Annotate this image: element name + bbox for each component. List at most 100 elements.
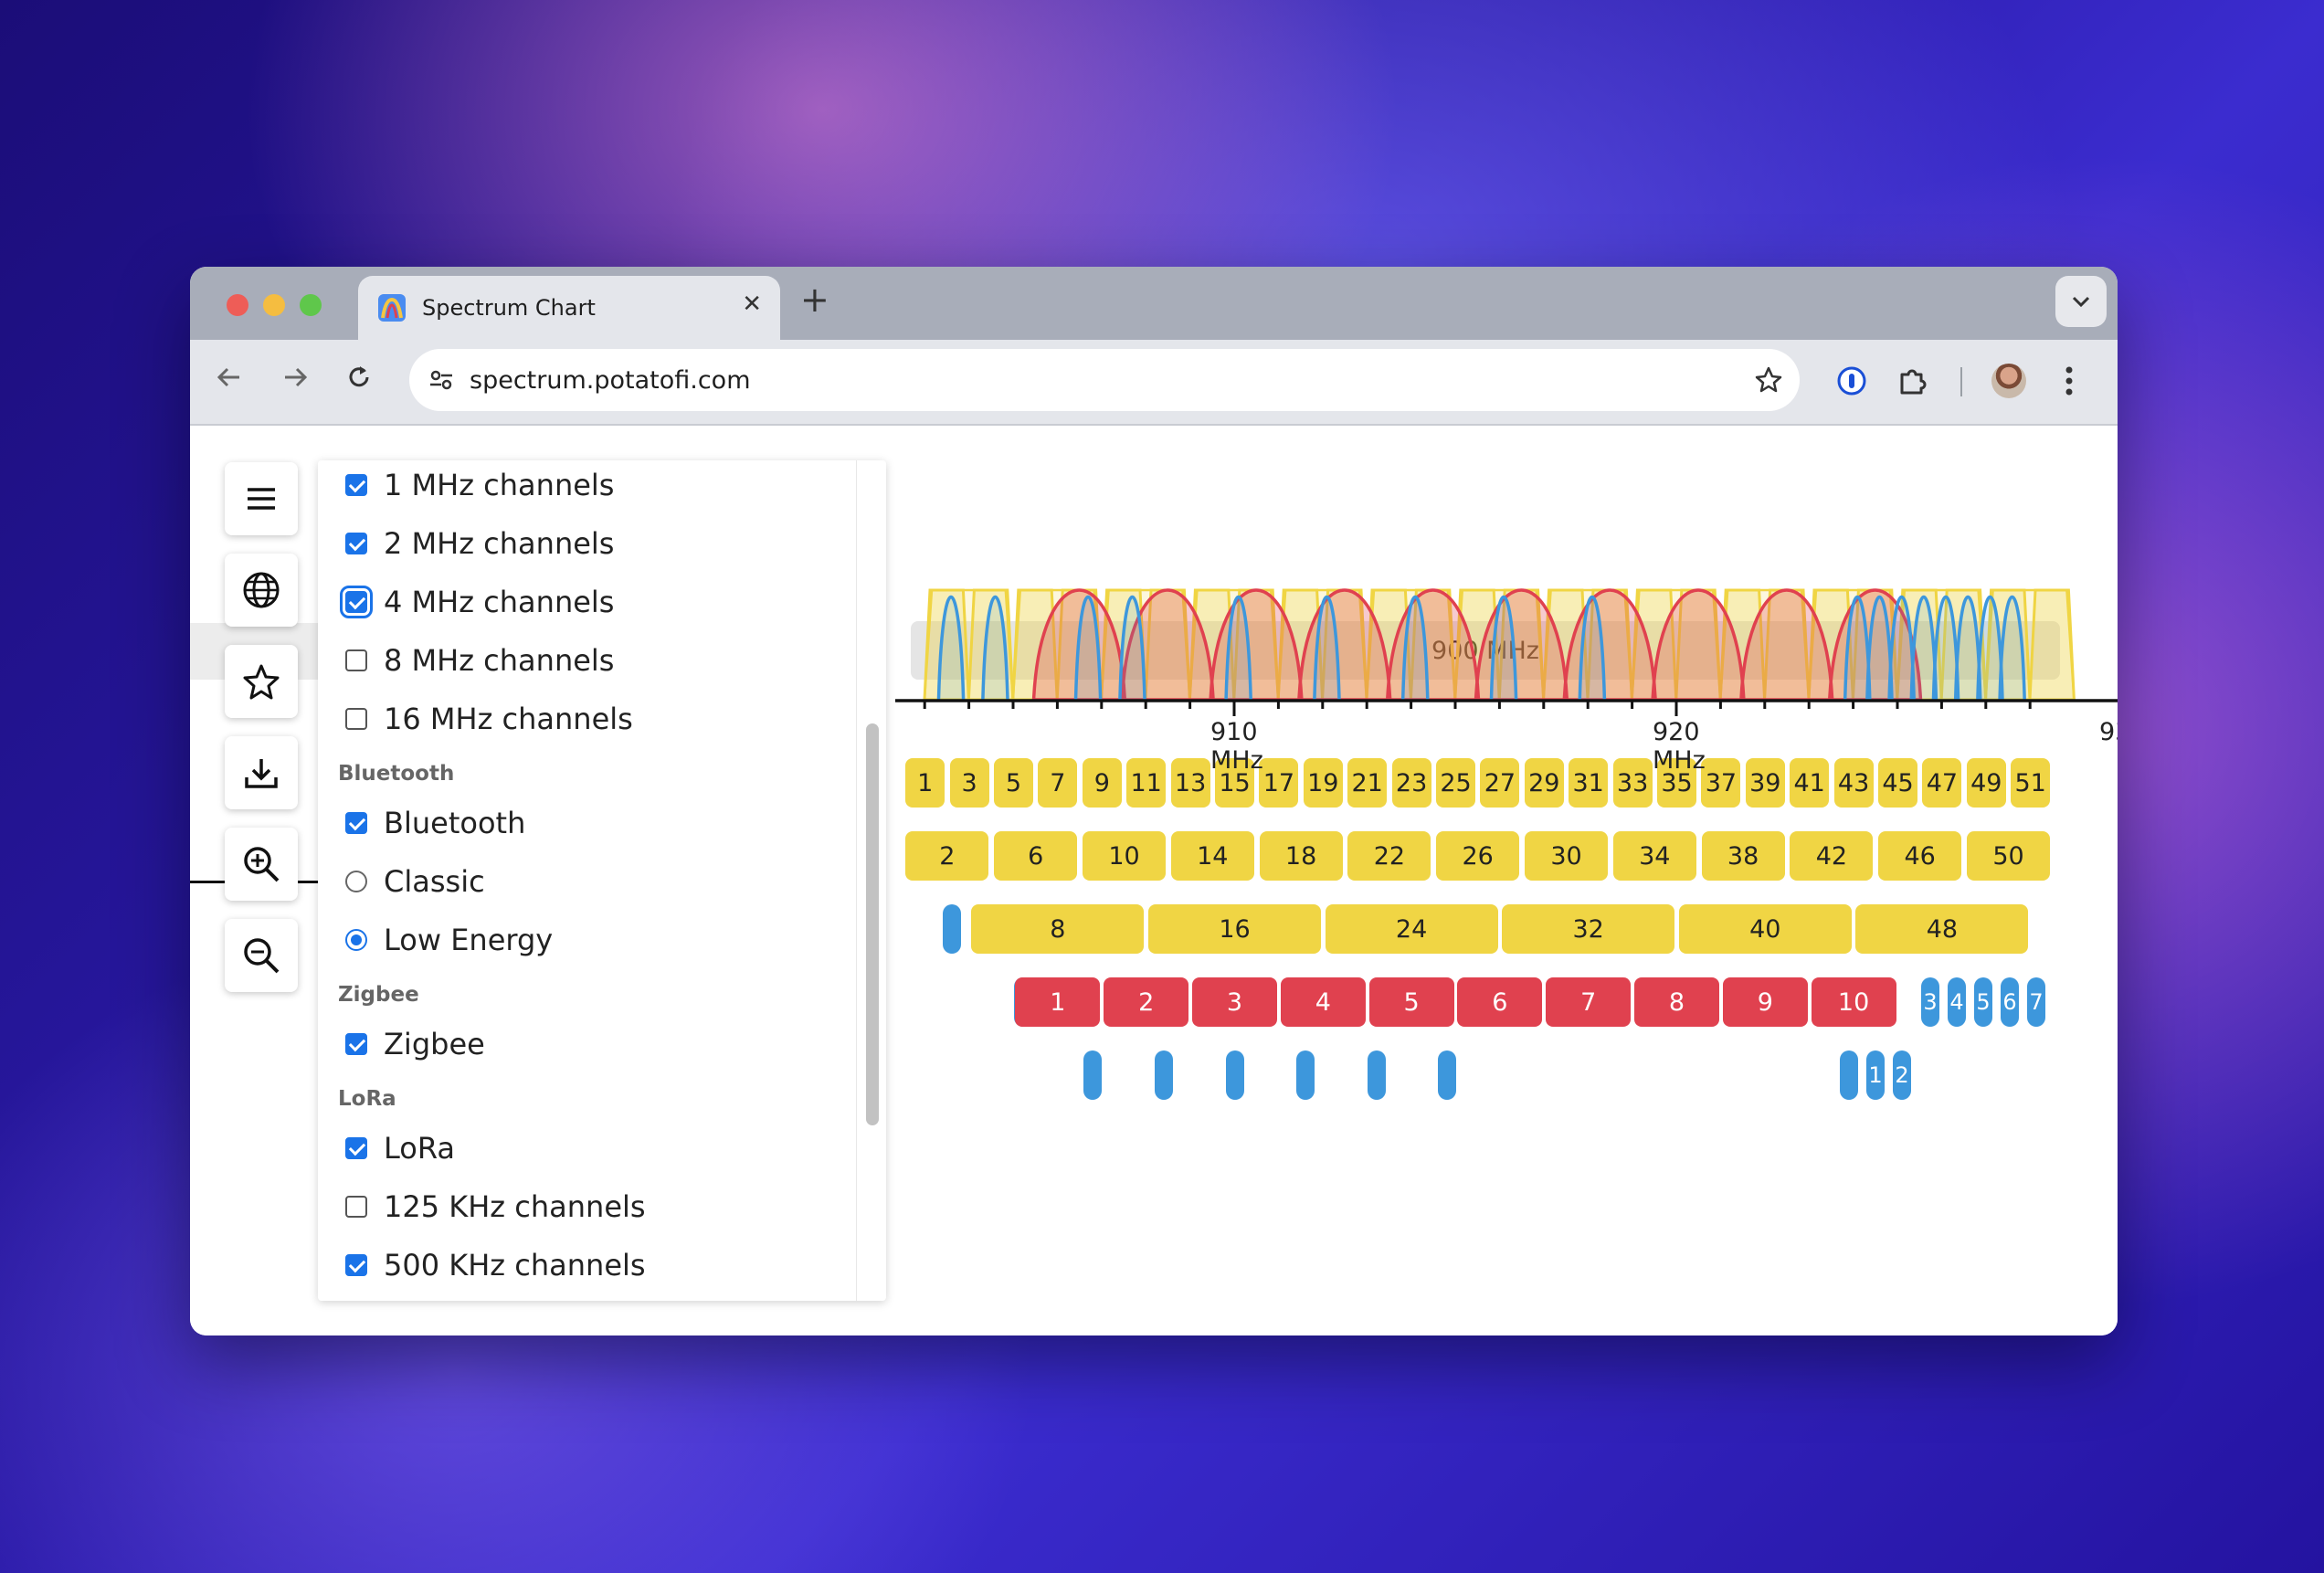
password-manager-icon[interactable]	[1836, 365, 1867, 396]
profile-avatar[interactable]	[1991, 364, 2026, 398]
channel-chip-lora[interactable]: 2	[1104, 977, 1189, 1027]
channel-chip-lora[interactable]: 6	[1457, 977, 1543, 1027]
menu-button[interactable]	[225, 462, 298, 535]
channel-chip-lora[interactable]: 3	[1192, 977, 1277, 1027]
channel-chip-1mhz[interactable]: 47	[1922, 758, 1962, 808]
channel-chip-1mhz[interactable]: 31	[1569, 758, 1609, 808]
channel-chip-zigbee[interactable]: 3	[1921, 977, 1939, 1027]
close-window-button[interactable]	[227, 294, 248, 316]
radio-classic[interactable]	[345, 871, 367, 892]
channel-chip-2mhz[interactable]: 22	[1347, 831, 1431, 881]
channel-chip-1mhz[interactable]: 17	[1259, 758, 1299, 808]
checkbox-2mhz[interactable]	[345, 533, 367, 554]
new-tab-button[interactable]: +	[800, 280, 829, 320]
channel-chip-blue[interactable]	[1840, 1050, 1858, 1100]
channel-chip-1mhz[interactable]: 11	[1126, 758, 1167, 808]
channel-chip-1mhz[interactable]: 27	[1480, 758, 1520, 808]
channel-chip-1mhz[interactable]: 33	[1612, 758, 1653, 808]
channel-chip-blue[interactable]	[1155, 1050, 1173, 1100]
channel-chip-2mhz[interactable]: 2	[905, 831, 989, 881]
reload-icon[interactable]	[345, 364, 373, 391]
tab-spectrum-chart[interactable]: Spectrum Chart ✕	[358, 276, 780, 340]
channel-chip-4mhz[interactable]: 40	[1678, 904, 1852, 954]
channel-chip-2mhz[interactable]: 10	[1083, 831, 1166, 881]
option-classic[interactable]: Classic	[345, 864, 485, 899]
option-125khz[interactable]: 125 KHz channels	[345, 1189, 646, 1224]
checkbox-4mhz[interactable]	[340, 586, 373, 618]
back-arrow-icon[interactable]	[216, 364, 243, 391]
tab-close-icon[interactable]: ✕	[742, 290, 762, 318]
channel-chip-4mhz[interactable]: 16	[1148, 904, 1321, 954]
channel-chip-2mhz[interactable]: 26	[1436, 831, 1520, 881]
bookmark-star-icon[interactable]	[1754, 365, 1783, 395]
channel-chip-ble[interactable]: 2	[1893, 1050, 1911, 1100]
forward-arrow-icon[interactable]	[281, 364, 309, 391]
channel-chip-4mhz[interactable]: 48	[1855, 904, 2029, 954]
channel-chip-lora[interactable]: 7	[1546, 977, 1632, 1027]
channel-chip-1mhz[interactable]: 15	[1215, 758, 1254, 808]
channel-chip-2mhz[interactable]: 38	[1701, 831, 1785, 881]
channel-chip-lora[interactable]: 4	[1280, 977, 1366, 1027]
panel-scrollbar-track[interactable]	[856, 460, 884, 1301]
option-2mhz[interactable]: 2 MHz channels	[345, 526, 614, 561]
channel-chip-2mhz[interactable]: 14	[1170, 831, 1254, 881]
option-low-energy[interactable]: Low Energy	[345, 923, 553, 957]
channel-chip-1mhz[interactable]: 43	[1833, 758, 1874, 808]
download-button[interactable]	[225, 736, 298, 809]
tab-search-button[interactable]	[2055, 276, 2107, 327]
channel-chip-1mhz[interactable]: 5	[994, 758, 1033, 808]
channel-chip-lora[interactable]: 10	[1811, 977, 1896, 1027]
channel-chip-zigbee[interactable]: 4	[1948, 977, 1966, 1027]
checkbox-lora[interactable]	[345, 1137, 367, 1159]
channel-chip-blue[interactable]	[1438, 1050, 1456, 1100]
channel-chip-1mhz[interactable]: 7	[1038, 758, 1078, 808]
checkbox-500khz[interactable]	[345, 1254, 367, 1276]
channel-chip-1mhz[interactable]: 9	[1082, 758, 1122, 808]
channel-chip-2mhz[interactable]: 30	[1525, 831, 1608, 881]
channel-chip-blue[interactable]	[1296, 1050, 1315, 1100]
option-1mhz[interactable]: 1 MHz channels	[345, 468, 614, 502]
zoom-window-button[interactable]	[300, 294, 322, 316]
option-lora[interactable]: LoRa	[345, 1131, 455, 1166]
channel-chip-blue[interactable]	[1083, 1050, 1102, 1100]
channel-chip-4mhz[interactable]: 24	[1325, 904, 1498, 954]
channel-chip-2mhz[interactable]: 46	[1878, 831, 1962, 881]
extensions-puzzle-icon[interactable]	[1896, 365, 1928, 396]
region-button[interactable]	[225, 554, 298, 627]
option-zigbee[interactable]: Zigbee	[345, 1027, 485, 1061]
channel-chip-lora[interactable]: 9	[1722, 977, 1808, 1027]
channel-chip-1mhz[interactable]: 41	[1790, 758, 1830, 808]
channel-chip-blue[interactable]	[1226, 1050, 1244, 1100]
radio-low-energy[interactable]	[345, 929, 367, 951]
channel-chip-1mhz[interactable]: 35	[1657, 758, 1696, 808]
checkbox-125khz[interactable]	[345, 1196, 367, 1218]
channel-chip-lora[interactable]: 1	[1015, 977, 1101, 1027]
option-bluetooth[interactable]: Bluetooth	[345, 806, 525, 840]
address-bar[interactable]: spectrum.potatofi.com	[409, 349, 1800, 411]
option-8mhz[interactable]: 8 MHz channels	[345, 643, 614, 678]
more-menu-icon[interactable]	[2065, 365, 2074, 396]
option-500khz[interactable]: 500 KHz channels	[345, 1248, 646, 1283]
channel-chip-1mhz[interactable]: 51	[2011, 758, 2051, 808]
channel-chip-2mhz[interactable]: 50	[1967, 831, 2050, 881]
channel-chip-1mhz[interactable]: 39	[1745, 758, 1785, 808]
channel-chip-blue[interactable]	[943, 904, 961, 954]
channel-chip-1mhz[interactable]: 21	[1347, 758, 1388, 808]
channel-chip-1mhz[interactable]: 29	[1524, 758, 1564, 808]
checkbox-16mhz[interactable]	[345, 708, 367, 730]
channel-chip-1mhz[interactable]: 37	[1701, 758, 1741, 808]
channel-chip-zigbee[interactable]: 5	[1974, 977, 1992, 1027]
checkbox-bluetooth[interactable]	[345, 812, 367, 834]
channel-chip-1mhz[interactable]: 1	[905, 758, 945, 808]
checkbox-zigbee[interactable]	[345, 1033, 367, 1055]
channel-chip-2mhz[interactable]: 34	[1612, 831, 1696, 881]
channel-chip-1mhz[interactable]: 45	[1878, 758, 1917, 808]
channel-chip-1mhz[interactable]: 19	[1303, 758, 1343, 808]
channel-chip-1mhz[interactable]: 25	[1436, 758, 1475, 808]
channel-chip-1mhz[interactable]: 23	[1391, 758, 1431, 808]
checkbox-1mhz[interactable]	[345, 474, 367, 496]
channel-chip-2mhz[interactable]: 18	[1259, 831, 1343, 881]
minimize-window-button[interactable]	[263, 294, 285, 316]
channel-chip-2mhz[interactable]: 6	[994, 831, 1078, 881]
favorites-button[interactable]	[225, 645, 298, 718]
